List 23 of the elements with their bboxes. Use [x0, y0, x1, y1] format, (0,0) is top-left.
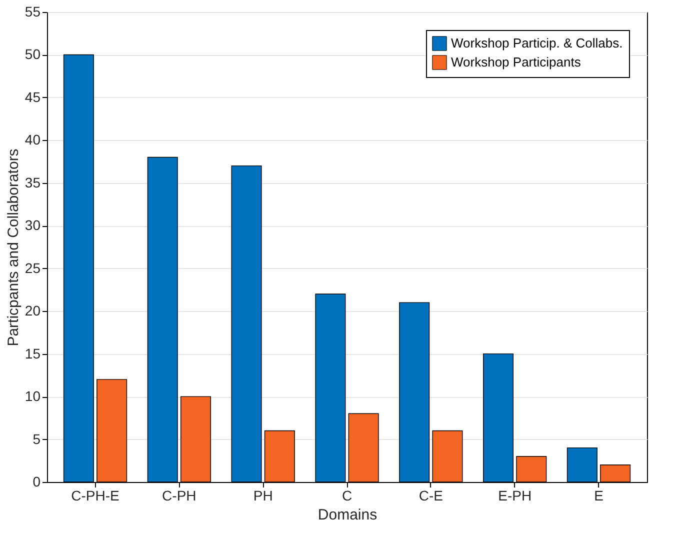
x-tick-label: E — [594, 488, 604, 504]
x-tick-label: E-PH — [498, 488, 532, 504]
legend-label: Workshop Participants — [451, 54, 582, 70]
x-tick-label: C-E — [418, 488, 443, 504]
y-tick-label: 5 — [32, 430, 41, 447]
y-tick-label: 50 — [24, 46, 41, 62]
y-tick-label: 45 — [24, 88, 41, 105]
y-tick-label: 35 — [24, 174, 41, 190]
y-tick-label: 10 — [24, 388, 41, 404]
y-tick-label: 40 — [24, 132, 41, 148]
y-tick-label: 20 — [24, 302, 41, 319]
x-axis-title: Domains — [318, 506, 378, 524]
y-tick-label: 55 — [24, 4, 41, 20]
y-tick-label: 0 — [32, 474, 41, 490]
y-axis-title: Particpants and Collaborators — [4, 148, 22, 346]
y-tick-label: 25 — [24, 260, 41, 276]
x-tick-label: C-PH-E — [71, 488, 120, 504]
x-tick-label: C-PH — [162, 488, 196, 504]
x-tick-label: PH — [253, 488, 273, 504]
legend-label: Workshop Particip. & Collabs. — [451, 36, 623, 50]
y-tick-label: 30 — [24, 217, 41, 234]
y-tick-label: 15 — [24, 345, 41, 362]
x-tick-label: C — [342, 488, 352, 504]
